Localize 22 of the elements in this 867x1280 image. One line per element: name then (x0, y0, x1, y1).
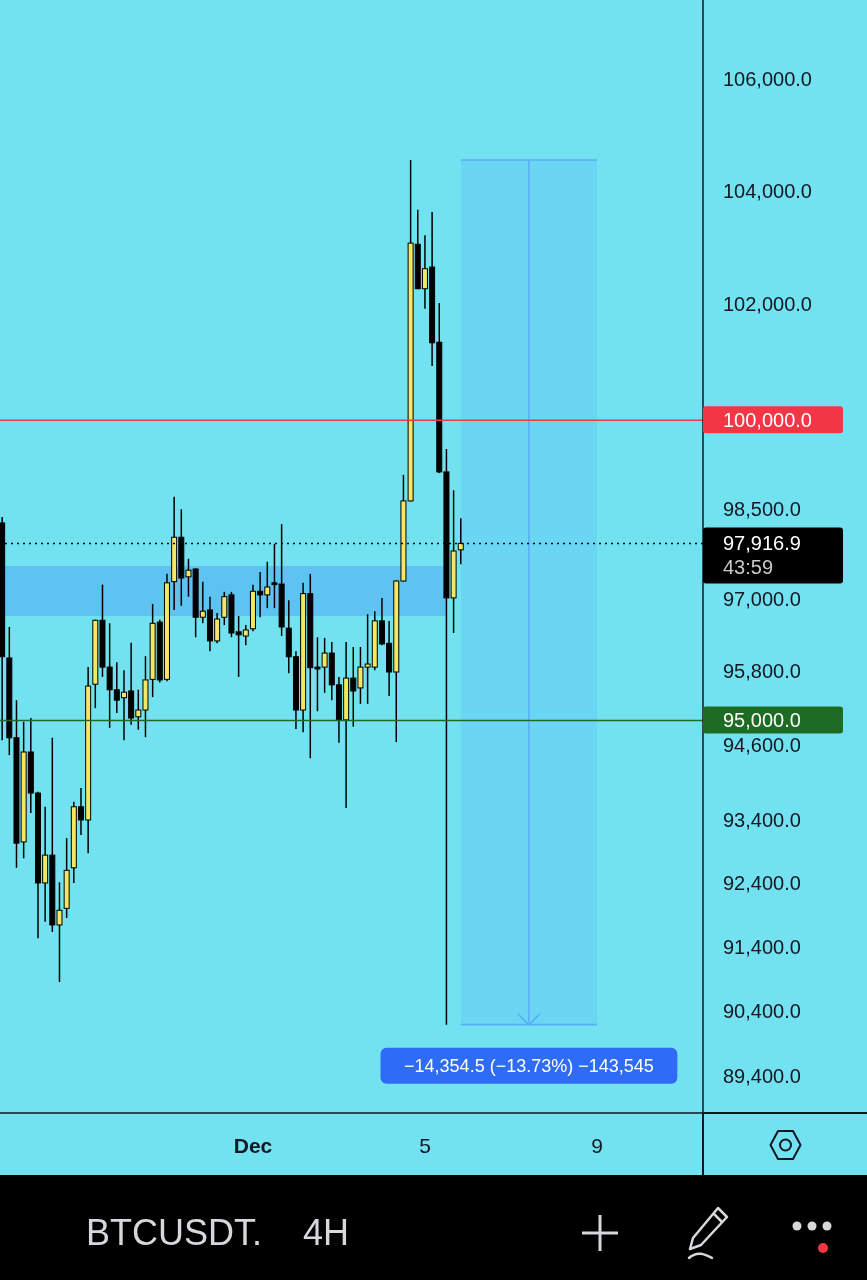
y-tick-label: 91,400.0 (723, 935, 801, 958)
y-tick-label: 94,600.0 (723, 734, 801, 757)
x-tick-label: Dec (233, 1133, 273, 1157)
ref-line-label: 95,000.0 (723, 709, 801, 732)
y-tick-label: 93,400.0 (723, 808, 801, 831)
y-tick-label: 102,000.0 (723, 293, 812, 316)
ref-line-label: 100,000.0 (723, 409, 812, 432)
text: 43:59 (723, 556, 774, 579)
ref-line-label: 97,916.9 (723, 532, 801, 555)
y-tick-label: 106,000.0 (723, 68, 812, 90)
y-tick-label: 95,800.0 (723, 660, 801, 683)
x-tick-label: 9 (591, 1133, 603, 1157)
y-tick-label: 90,400.0 (723, 1000, 801, 1023)
text: 4H (303, 1212, 350, 1253)
x-tick-label: 5 (419, 1133, 431, 1157)
y-tick-label: 97,000.0 (723, 587, 801, 610)
y-tick-label: 104,000.0 (723, 179, 812, 202)
band-label: −14,354.5 (−13.73%) −143,545 (404, 1055, 654, 1076)
y-tick-label: 89,400.0 (723, 1065, 801, 1088)
y-tick-label: 92,400.0 (723, 871, 801, 894)
text: BTCUSDT. (86, 1212, 263, 1253)
y-tick-label: 98,500.0 (723, 497, 801, 520)
